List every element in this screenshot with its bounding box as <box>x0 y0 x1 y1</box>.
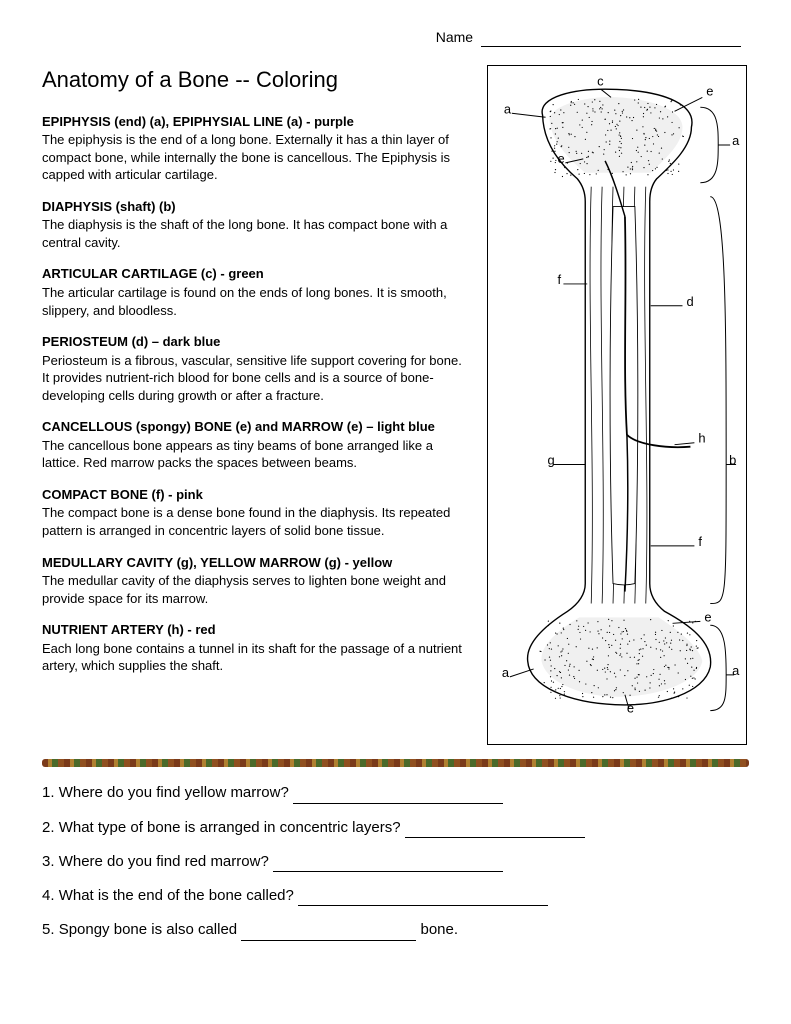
answer-blank[interactable] <box>405 824 585 838</box>
diagram-label-b: b <box>729 452 736 467</box>
question-text: Where do you find yellow marrow? <box>59 784 293 801</box>
question-suffix: bone. <box>416 921 458 938</box>
main-content: Anatomy of a Bone -- Coloring EPIPHYSIS … <box>42 65 749 750</box>
diagram-label-e: e <box>706 83 713 98</box>
section-6: MEDULLARY CAVITY (g), YELLOW MARROW (g) … <box>42 554 471 608</box>
diagram-label-e: e <box>557 151 564 166</box>
diagram-label-a: a <box>504 101 512 116</box>
section-body: Each long bone contains a tunnel in its … <box>42 640 471 675</box>
question-row: 3. Where do you find red marrow? <box>42 852 749 872</box>
text-column: Anatomy of a Bone -- Coloring EPIPHYSIS … <box>42 65 475 750</box>
section-body: The diaphysis is the shaft of the long b… <box>42 216 471 251</box>
question-number: 4. <box>42 887 59 904</box>
section-1: DIAPHYSIS (shaft) (b)The diaphysis is th… <box>42 198 471 252</box>
diagram-label-a: a <box>732 133 740 148</box>
section-body: The epiphysis is the end of a long bone.… <box>42 131 471 184</box>
section-heading: ARTICULAR CARTILAGE (c) - green <box>42 265 471 283</box>
section-2: ARTICULAR CARTILAGE (c) - greenThe artic… <box>42 265 471 319</box>
answer-blank[interactable] <box>273 858 503 872</box>
questions-list: 1. Where do you find yellow marrow? 2. W… <box>42 783 749 940</box>
diagram-label-d: d <box>686 294 693 309</box>
page-title: Anatomy of a Bone -- Coloring <box>42 65 471 95</box>
section-7: NUTRIENT ARTERY (h) - redEach long bone … <box>42 621 471 675</box>
question-text: Spongy bone is also called <box>59 921 242 938</box>
diagram-label-a: a <box>732 663 740 678</box>
question-row: 4. What is the end of the bone called? <box>42 886 749 906</box>
diagram-column: a c e a e f d h b g f e a a e <box>487 65 749 750</box>
diagram-label-c: c <box>597 73 604 88</box>
answer-blank[interactable] <box>298 892 548 906</box>
bone-diagram: a c e a e f d h b g f e a a e <box>487 65 747 745</box>
question-row: 5. Spongy bone is also called bone. <box>42 920 749 940</box>
name-blank-line[interactable] <box>481 46 741 47</box>
section-4: CANCELLOUS (spongy) BONE (e) and MARROW … <box>42 418 471 472</box>
question-text: What type of bone is arranged in concent… <box>59 819 405 836</box>
question-text: Where do you find red marrow? <box>59 853 273 870</box>
question-number: 5. <box>42 921 59 938</box>
section-0: EPIPHYSIS (end) (a), EPIPHYSIAL LINE (a)… <box>42 113 471 184</box>
answer-blank[interactable] <box>241 927 416 941</box>
section-heading: COMPACT BONE (f) - pink <box>42 486 471 504</box>
section-heading: NUTRIENT ARTERY (h) - red <box>42 621 471 639</box>
diagram-label-e: e <box>627 701 634 716</box>
decorative-divider <box>42 759 749 767</box>
question-number: 2. <box>42 819 59 836</box>
section-heading: EPIPHYSIS (end) (a), EPIPHYSIAL LINE (a)… <box>42 113 471 131</box>
answer-blank[interactable] <box>293 790 503 804</box>
section-heading: MEDULLARY CAVITY (g), YELLOW MARROW (g) … <box>42 554 471 572</box>
diagram-label-a: a <box>502 665 510 680</box>
section-heading: DIAPHYSIS (shaft) (b) <box>42 198 471 216</box>
diagram-label-f: f <box>557 272 561 287</box>
question-row: 1. Where do you find yellow marrow? <box>42 783 749 803</box>
question-text: What is the end of the bone called? <box>59 887 298 904</box>
question-row: 2. What type of bone is arranged in conc… <box>42 818 749 838</box>
section-body: The articular cartilage is found on the … <box>42 284 471 319</box>
question-number: 3. <box>42 853 59 870</box>
diagram-label-f: f <box>698 534 702 549</box>
name-label: Name <box>436 29 473 45</box>
section-body: The cancellous bone appears as tiny beam… <box>42 437 471 472</box>
section-body: The compact bone is a dense bone found i… <box>42 504 471 539</box>
question-number: 1. <box>42 784 59 801</box>
section-3: PERIOSTEUM (d) – dark bluePeriosteum is … <box>42 333 471 404</box>
section-body: Periosteum is a fibrous, vascular, sensi… <box>42 352 471 405</box>
section-heading: CANCELLOUS (spongy) BONE (e) and MARROW … <box>42 418 471 436</box>
name-field-row: Name <box>42 28 749 47</box>
section-heading: PERIOSTEUM (d) – dark blue <box>42 333 471 351</box>
section-body: The medullar cavity of the diaphysis ser… <box>42 572 471 607</box>
section-5: COMPACT BONE (f) - pinkThe compact bone … <box>42 486 471 540</box>
diagram-label-h: h <box>698 431 705 446</box>
sections-container: EPIPHYSIS (end) (a), EPIPHYSIAL LINE (a)… <box>42 113 471 675</box>
diagram-label-g: g <box>548 452 555 467</box>
diagram-label-e: e <box>704 609 711 624</box>
